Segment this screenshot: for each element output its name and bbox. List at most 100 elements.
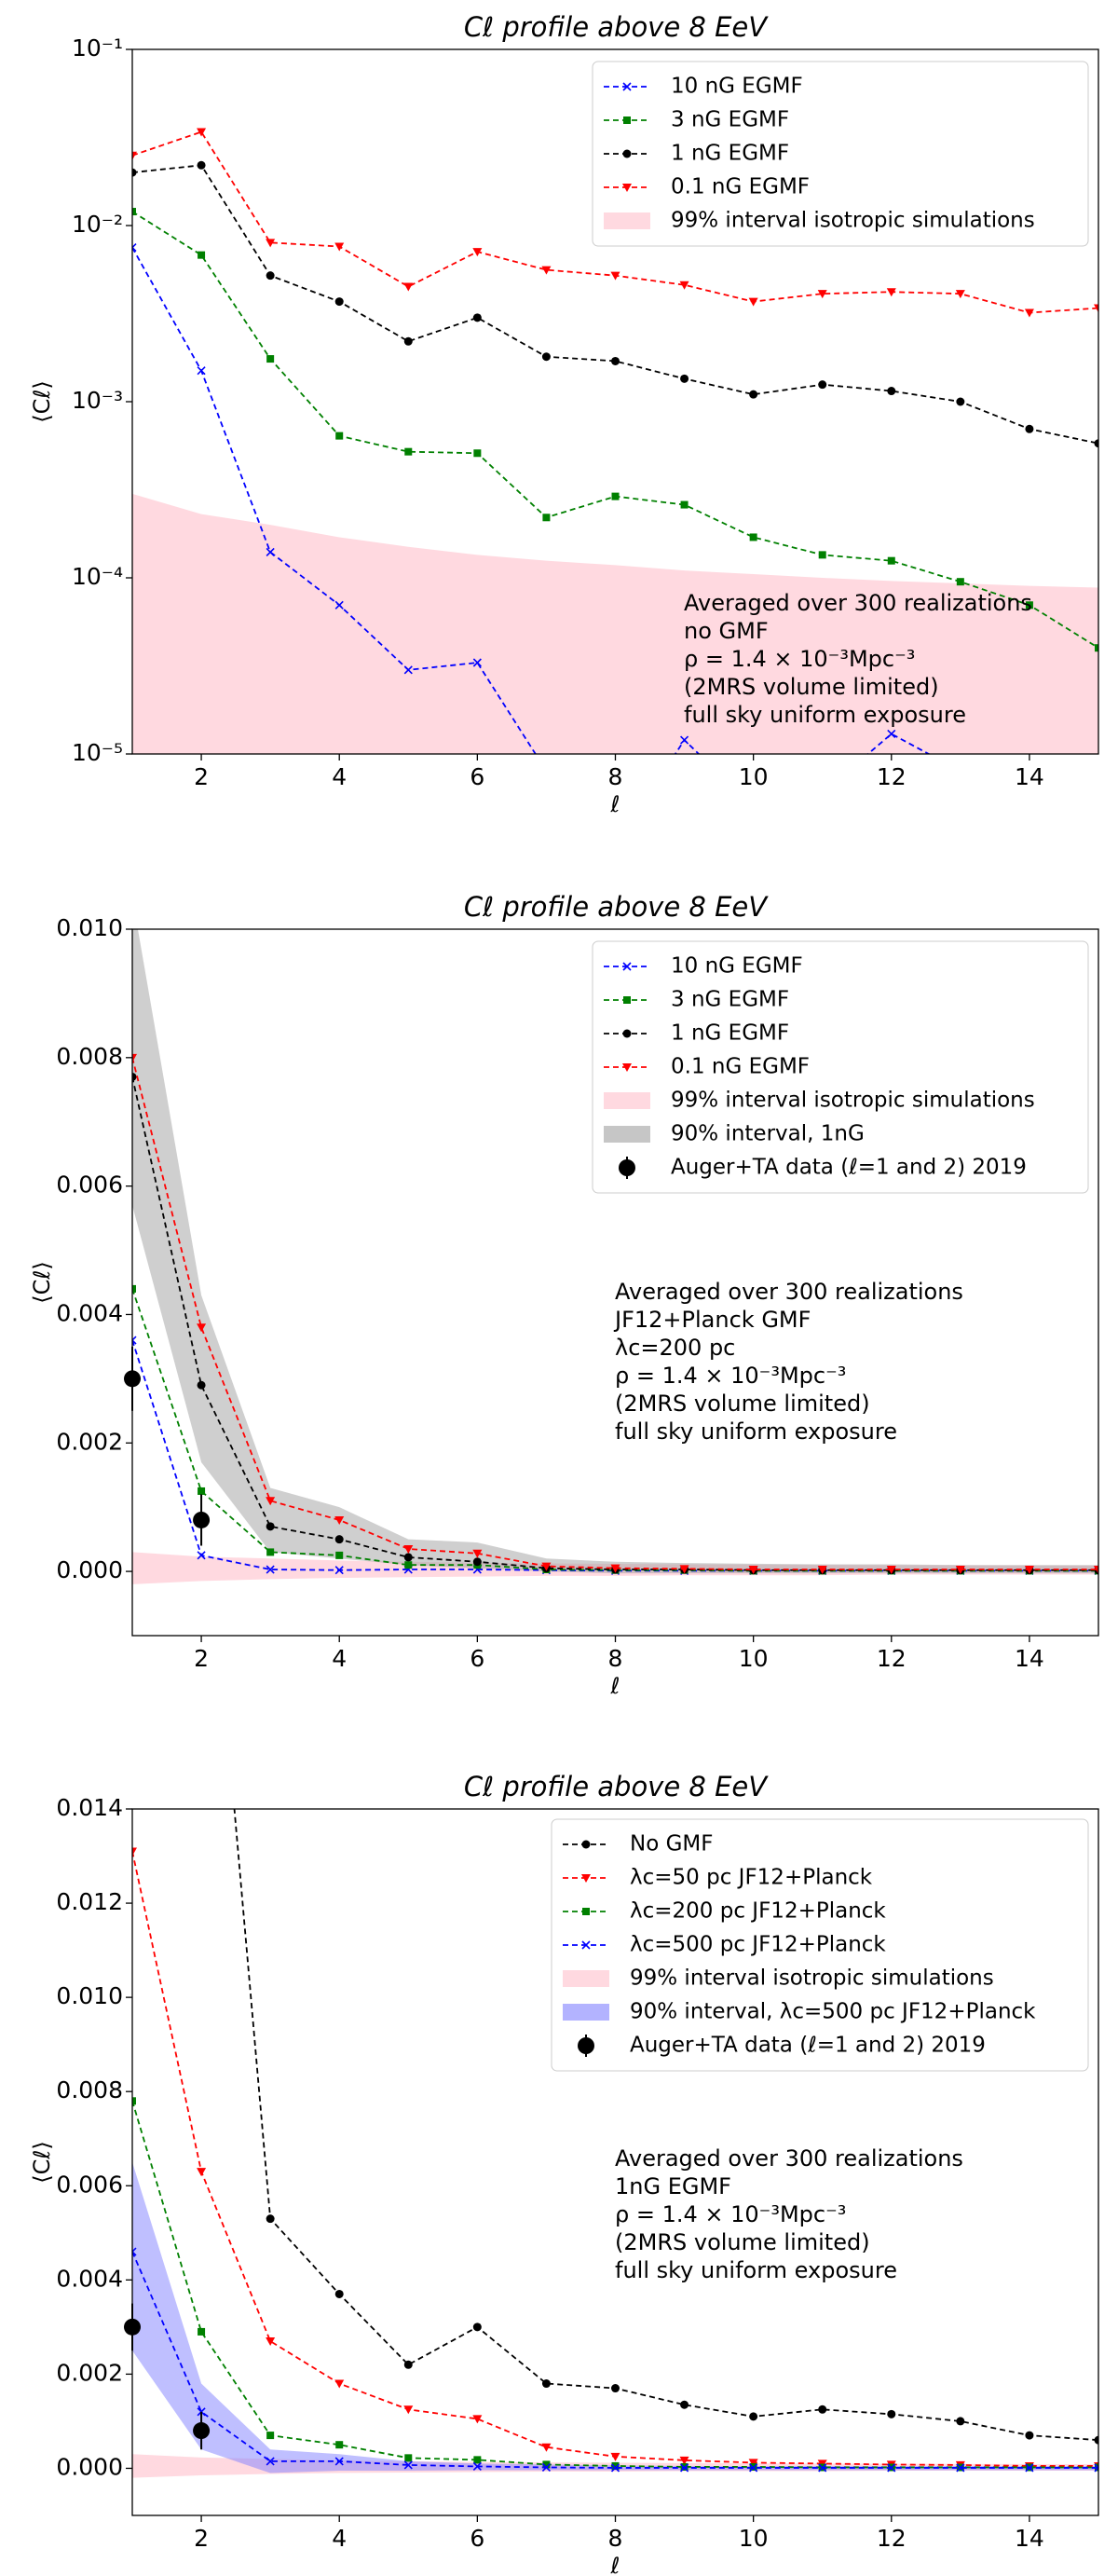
- point: [132, 2097, 136, 2105]
- point: [472, 2461, 482, 2472]
- point: [266, 1497, 276, 1506]
- legend-marker: [622, 1063, 632, 1072]
- annotation: Averaged over 300 realizations: [615, 1279, 963, 1305]
- point: [334, 242, 345, 252]
- x-axis-label: ℓ: [610, 791, 620, 817]
- legend-marker: [581, 1940, 591, 1950]
- point: [610, 2463, 620, 2473]
- point: [611, 2384, 620, 2393]
- point: [886, 288, 896, 297]
- point: [266, 1522, 275, 1531]
- plot-area: [132, 128, 1098, 754]
- legend: 10 nG EGMF 3 nG EGMF 1 nG EGMF 0.1 nG EGMF 9…: [592, 61, 1089, 247]
- point: [266, 271, 275, 281]
- point: [680, 500, 689, 509]
- point: [956, 2463, 965, 2473]
- point: [680, 2463, 689, 2473]
- point: [403, 2360, 413, 2369]
- annotation: Averaged over 300 realizations: [684, 590, 1032, 616]
- point: [818, 2463, 827, 2473]
- y-tick-label: 0.006: [56, 2171, 123, 2198]
- legend-label: 1 nG EGMF: [671, 1021, 789, 1046]
- point: [335, 432, 344, 440]
- legend-marker: [622, 1029, 632, 1038]
- legend-box: [551, 1818, 1089, 2072]
- point: [472, 2323, 482, 2332]
- legend-marker: [581, 1874, 591, 1883]
- point: [1094, 2435, 1098, 2445]
- point: [887, 2409, 896, 2418]
- point: [334, 600, 344, 610]
- point: [403, 665, 413, 675]
- point: [198, 251, 206, 259]
- point: [334, 1515, 345, 1525]
- x-tick-label: 2: [194, 2525, 209, 2552]
- point: [956, 578, 964, 586]
- point: [404, 1561, 413, 1569]
- annotation: (2MRS volume limited): [615, 2229, 870, 2255]
- point: [403, 2460, 413, 2470]
- point: [887, 556, 895, 565]
- point: [132, 168, 137, 177]
- y-tick-label: 0.008: [56, 1043, 123, 1070]
- y-tick-label: 10⁻¹: [72, 34, 123, 62]
- point: [335, 1551, 344, 1559]
- point: [956, 397, 965, 406]
- x-tick-label: 4: [332, 1645, 347, 1672]
- point: [132, 243, 137, 253]
- x-tick-label: 8: [608, 2525, 623, 2552]
- series-line: [132, 2251, 1098, 2469]
- legend-label: No GMF: [630, 1832, 713, 1857]
- legend-marker: [582, 1908, 590, 1915]
- point: [887, 729, 896, 739]
- point: [610, 1564, 620, 1573]
- legend-label: 1 nG EGMF: [671, 142, 789, 166]
- series-line: [132, 164, 1098, 445]
- point: [403, 336, 413, 346]
- x-axis-label: ℓ: [610, 2553, 620, 2576]
- plot-area: [132, 1809, 1098, 2478]
- x-tick-label: 4: [332, 2525, 347, 2552]
- point: [680, 2400, 689, 2409]
- point: [472, 2415, 483, 2424]
- point: [197, 1551, 206, 1560]
- point: [403, 1553, 413, 1562]
- point: [541, 266, 552, 275]
- x-tick-label: 6: [470, 1645, 484, 1672]
- point: [1025, 2431, 1034, 2440]
- point: [1025, 424, 1034, 433]
- point: [266, 2432, 275, 2440]
- point: [817, 1566, 827, 1575]
- point: [887, 387, 896, 396]
- point: [748, 297, 758, 307]
- chart: Cℓ profile above 8 EeV ℓ ⟨Cℓ⟩ 2 4 6 8 10 12 14 0.0…: [29, 1771, 1099, 2576]
- point: [610, 2452, 620, 2461]
- point: [266, 1565, 275, 1574]
- point: [334, 1535, 344, 1544]
- legend-label: 90% interval, λc=500 pc JF12+Planck: [630, 2000, 1036, 2024]
- point: [132, 1336, 137, 1345]
- point: [541, 1562, 552, 1571]
- annotation: full sky uniform exposure: [615, 2257, 897, 2283]
- point: [266, 2337, 276, 2347]
- point: [611, 356, 620, 365]
- point: [749, 390, 758, 399]
- legend-label: 99% interval isotropic simulations: [671, 1089, 1035, 1113]
- point: [749, 533, 757, 541]
- point: [473, 2456, 482, 2464]
- y-tick-label: 0.002: [56, 1428, 123, 1455]
- y-tick-label: 0.000: [56, 2453, 123, 2480]
- point: [541, 2443, 552, 2452]
- legend-label: λc=200 pc JF12+Planck: [630, 1899, 886, 1924]
- x-tick-label: 10: [739, 2525, 769, 2552]
- point: [542, 2460, 551, 2469]
- point: [956, 2417, 965, 2426]
- legend-label: 3 nG EGMF: [671, 108, 789, 132]
- x-tick-label: 6: [470, 2525, 484, 2552]
- point: [748, 1566, 758, 1575]
- plot-area: [132, 929, 1098, 1584]
- x-tick-label: 14: [1015, 1645, 1044, 1672]
- y-axis-label: ⟨Cℓ⟩: [29, 380, 55, 422]
- point: [818, 380, 827, 390]
